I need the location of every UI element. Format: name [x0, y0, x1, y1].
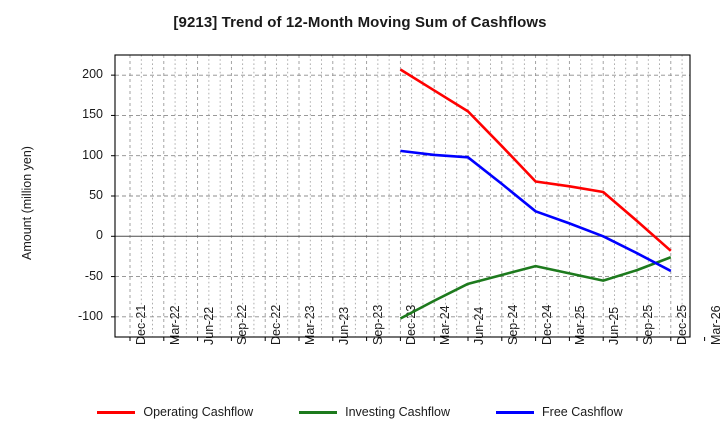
legend-item[interactable]: Free Cashflow [496, 405, 623, 419]
legend-color-swatch [299, 410, 338, 414]
series-line-investing-cashflow [399, 256, 672, 320]
series-line-operating-cashflow [399, 68, 672, 252]
y-axis-tick-label: 150 [82, 107, 103, 122]
chart-legend: Operating Cashflow Investing Cashflow Free… [0, 405, 720, 419]
y-axis-tick-label: -100 [77, 308, 103, 323]
y-axis-tick-label: 200 [82, 67, 103, 82]
legend-label: Free Cashflow [542, 405, 623, 419]
y-axis-tick-label: 50 [89, 188, 103, 202]
y-axis-tick-label: -50 [84, 268, 103, 283]
chart-title: [9213] Trend of 12-Month Moving Sum of C… [173, 14, 547, 31]
legend-color-swatch [97, 410, 136, 414]
legend-color-swatch [496, 410, 535, 414]
y-axis-tick-label: 100 [82, 147, 103, 162]
legend-label: Operating Cashflow [143, 405, 254, 419]
series-line-free-cashflow [400, 149, 672, 273]
y-axis-tick-label: 0 [96, 228, 103, 243]
legend-item[interactable]: Investing Cashflow [299, 405, 450, 419]
legend-label: Investing Cashflow [345, 405, 451, 419]
legend-item[interactable]: Operating Cashflow [97, 405, 253, 419]
